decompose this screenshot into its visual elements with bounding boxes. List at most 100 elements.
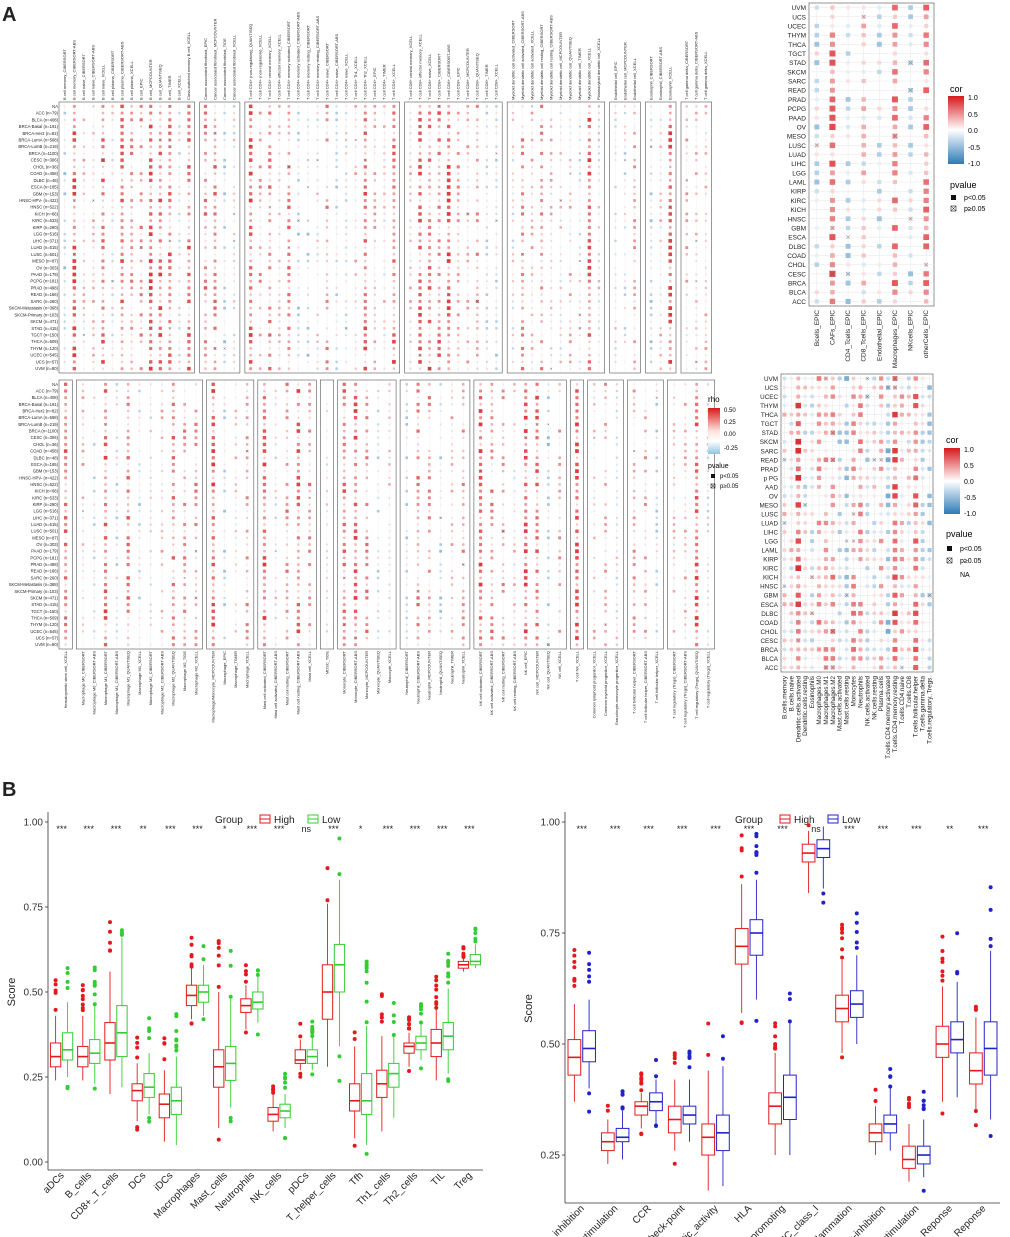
heatmap-cell [178,266,181,269]
heatmap-cell [810,620,814,625]
heatmap-cell [111,259,114,263]
heatmap-cell [326,610,328,613]
heatmap-cell [796,611,801,616]
heatmap-cell [823,520,829,526]
heatmap-cell [130,219,133,223]
heatmap-cell [409,112,412,115]
heatmap-cell [204,313,207,317]
nonsig-mark [466,212,470,216]
heatmap-cell [838,412,842,417]
heatmap-cell [268,185,272,189]
heatmap-cell [439,530,442,533]
heatmap-cell [924,79,928,83]
heatmap-cell [354,516,357,520]
column-label: Neutrophil_TIMER [449,651,454,684]
heatmap-cell [187,152,190,155]
heatmap-cell [598,334,600,336]
heatmap-cell [81,389,85,393]
heatmap-cell [383,165,386,168]
heatmap-cell [138,423,141,426]
heatmap-cell [450,570,453,573]
heatmap-cell [213,158,217,162]
heatmap-cell [172,543,175,546]
heatmap-cell [392,111,396,115]
heatmap-cell [120,239,124,243]
heatmap-cell [245,416,249,420]
heatmap-cell [183,443,187,446]
heatmap-cell [578,367,581,370]
heatmap-cell [462,423,465,426]
heatmap-cell [287,111,291,115]
heatmap-cell [535,462,539,467]
heatmap-cell [644,589,647,593]
heatmap-cell [73,118,76,122]
heatmap-cell [178,125,181,128]
heatmap-cell [245,402,249,406]
heatmap-cell [633,530,636,533]
row-label: ESCA (n=185) [31,185,58,190]
heatmap-cell [428,643,431,646]
heatmap-cell [127,623,130,626]
heatmap-cell [377,603,380,606]
heatmap-cell [416,382,420,386]
heatmap-cell [285,382,289,386]
heatmap-cell [115,610,118,613]
heatmap-cell [168,198,172,203]
heatmap-cell [513,536,516,539]
heatmap-cell [285,496,289,500]
heatmap-cell [92,186,95,189]
heatmap-cell [495,212,498,216]
heatmap-cell [353,609,358,613]
heatmap-cell [160,389,164,393]
heatmap-cell [615,536,618,539]
heatmap-cell [120,367,124,370]
heatmap-cell [383,313,386,316]
heatmap-cell [234,476,237,479]
heatmap-cell [172,630,175,633]
heatmap-cell [427,286,432,290]
heatmap-cell [923,41,929,47]
heatmap-cell [644,543,647,546]
heatmap-cell [72,353,77,358]
heatmap-cell [377,536,380,539]
heatmap-cell [326,603,328,606]
heatmap-cell [669,354,672,357]
heatmap-group-frame [587,379,624,650]
heatmap-cell [81,423,84,426]
heatmap-cell [614,253,617,256]
heatmap-cell [845,252,851,259]
heatmap-cell [838,629,842,633]
heatmap-cell [439,503,442,506]
heatmap-cell [258,246,262,249]
heatmap-cell [168,205,172,209]
heatmap-cell [924,51,929,56]
heatmap-cell [353,502,358,507]
heatmap-cell [861,290,866,295]
heatmap-cell [103,502,108,507]
heatmap-cell [344,199,348,202]
heatmap-cell [789,494,793,498]
heatmap-cell [521,360,524,363]
heatmap-cell [63,152,67,155]
heatmap-cell [669,118,672,121]
heatmap-cell [64,436,68,440]
heatmap-cell [204,246,207,249]
heatmap-cell [817,457,821,462]
heatmap-cell [704,172,707,175]
column-label: CAFs_EPIC [829,310,836,345]
heatmap-cell [490,403,494,406]
nonsig-mark [578,327,582,330]
heatmap-cell [364,354,367,357]
heatmap-cell [354,354,357,357]
heatmap-cell [149,152,152,155]
heatmap-cell [92,239,95,243]
heatmap-cell [418,165,422,169]
heatmap-cell [149,410,152,412]
heatmap-cell [418,313,422,317]
heatmap-cell [490,443,494,446]
nonsig-mark [844,593,849,598]
heatmap-cell [416,456,420,460]
heatmap-cell [490,523,494,526]
heatmap-cell [149,603,152,606]
heatmap-cell [115,643,118,646]
